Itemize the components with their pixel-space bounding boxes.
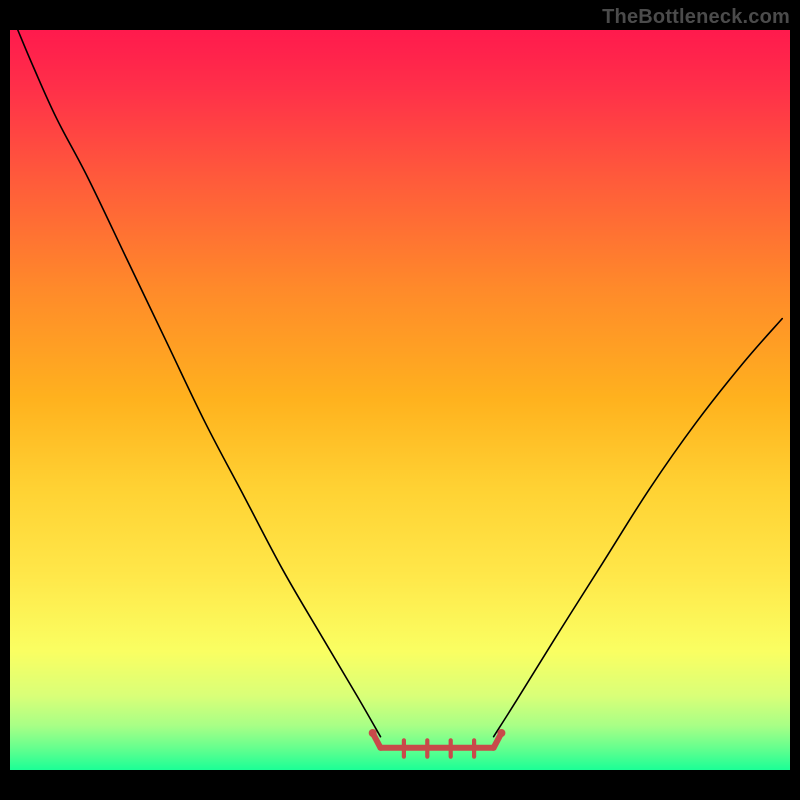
- watermark-text: TheBottleneck.com: [602, 6, 790, 29]
- chart-svg: [0, 0, 800, 800]
- chart-frame: TheBottleneck.com: [0, 0, 800, 800]
- plot-background: [10, 30, 790, 770]
